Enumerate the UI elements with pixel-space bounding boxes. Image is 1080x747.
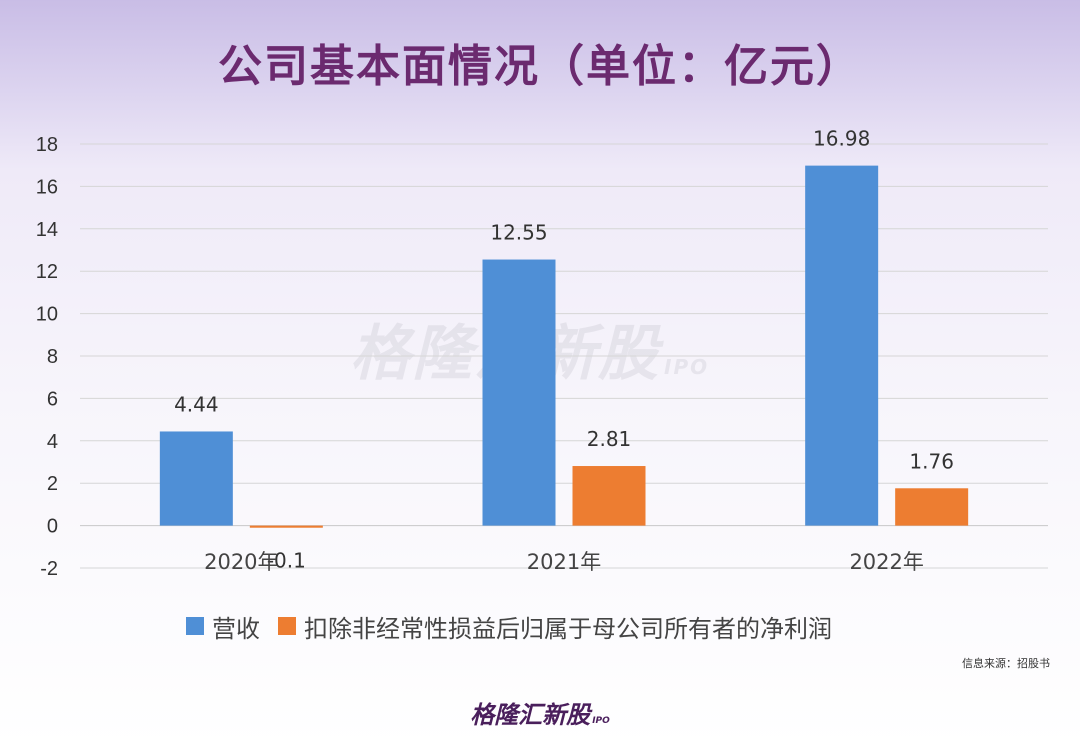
data-label: 2.81: [587, 427, 632, 451]
y-tick-label: 10: [36, 304, 58, 326]
y-tick-label: 0: [47, 516, 58, 538]
legend-swatch-revenue: [186, 617, 204, 635]
data-label: 16.98: [813, 127, 870, 151]
data-label: 1.76: [909, 449, 954, 473]
logo-sub: IPO: [592, 716, 610, 726]
bar: [159, 431, 233, 526]
bar: [895, 488, 969, 526]
data-label: 4.44: [174, 392, 219, 416]
y-tick-label: 4: [47, 431, 58, 453]
bar: [249, 525, 323, 528]
data-label: 12.55: [490, 221, 547, 245]
watermark-sub: IPO: [664, 355, 710, 379]
y-tick-label: 16: [36, 176, 58, 198]
x-category-label: 2022年: [849, 550, 923, 574]
source-note: 信息来源：招股书: [962, 657, 1050, 670]
legend-item-revenue: 营收: [186, 609, 260, 644]
chart-title: 公司基本面情况（单位：亿元）: [218, 41, 862, 92]
bar: [805, 165, 879, 526]
legend-item-net-profit: 扣除非经常性损益后归属于母公司所有者的净利润: [278, 609, 832, 644]
legend-swatch-net-profit: [278, 617, 296, 635]
logo: 格隆汇新股 IPO: [0, 695, 1080, 730]
bar: [572, 466, 646, 526]
y-tick-label: 2: [47, 473, 58, 495]
x-category-label: 2020年: [204, 550, 278, 574]
logo-text: 格隆汇新股: [470, 701, 591, 729]
y-tick-label: -2: [40, 558, 58, 580]
y-tick-label: 18: [36, 134, 58, 156]
legend-label-revenue: 营收: [212, 614, 260, 643]
bar: [482, 259, 556, 526]
x-category-label: 2021年: [527, 550, 601, 574]
y-tick-label: 14: [36, 219, 58, 241]
data-label: -0.1: [267, 549, 306, 573]
y-tick-label: 8: [47, 346, 58, 368]
y-tick-label: 12: [36, 261, 58, 283]
legend-label-net-profit: 扣除非经常性损益后归属于母公司所有者的净利润: [304, 614, 832, 643]
y-tick-label: 6: [47, 388, 58, 410]
legend: 营收 扣除非经常性损益后归属于母公司所有者的净利润: [186, 609, 850, 644]
